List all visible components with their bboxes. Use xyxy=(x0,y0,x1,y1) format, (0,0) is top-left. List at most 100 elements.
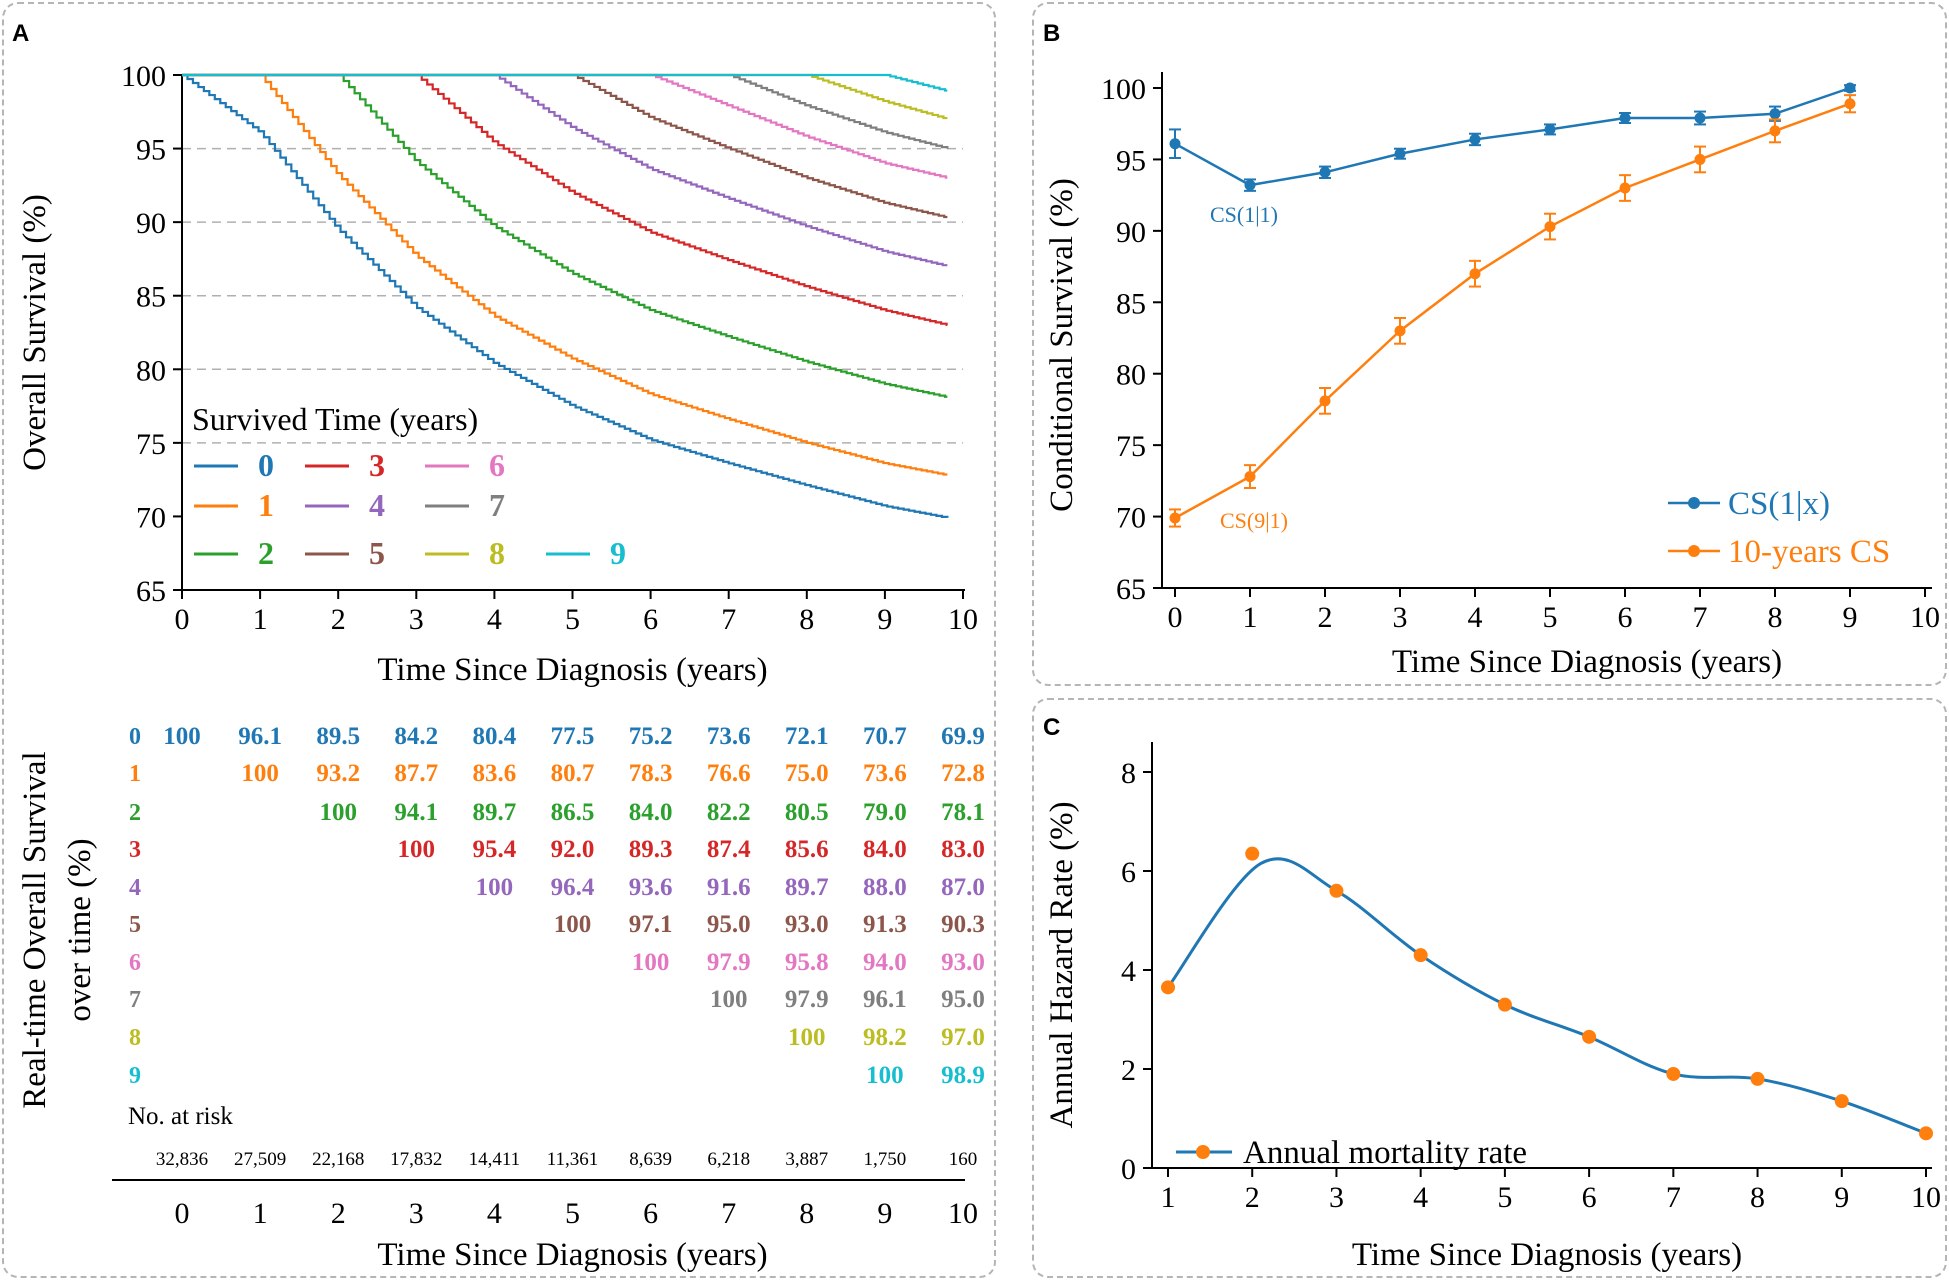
panel-a-frame xyxy=(2,2,996,1278)
km-legend-label-3: 3 xyxy=(369,447,385,483)
table-x-tick-label: 3 xyxy=(409,1197,424,1230)
km-legend-label-7: 7 xyxy=(489,487,505,523)
km-curve-1 xyxy=(182,73,948,476)
km-curve-4 xyxy=(182,73,948,267)
table-row-label-7: 7 xyxy=(129,987,141,1013)
km-curve-2 xyxy=(182,73,948,398)
at-risk-count: 27,509 xyxy=(234,1149,286,1170)
table-cell: 98.9 xyxy=(941,1062,985,1089)
km-x-tick-label: 9 xyxy=(877,603,892,636)
cs-x-tick-label: 10 xyxy=(1910,601,1940,634)
table-cell: 79.0 xyxy=(863,799,907,826)
table-cell: 95.4 xyxy=(473,836,517,863)
km-legend-label-8: 8 xyxy=(489,535,505,571)
table-cell: 75.0 xyxy=(785,760,829,787)
cs-point xyxy=(1769,125,1781,137)
panel-a-label: A xyxy=(12,20,30,47)
table-cell: 100 xyxy=(632,949,670,976)
table-cell: 87.4 xyxy=(707,836,751,863)
table-cell: 100 xyxy=(554,911,592,938)
hz-legend-label: Annual mortality rate xyxy=(1243,1135,1527,1171)
table-cell: 73.6 xyxy=(863,760,907,787)
cs-legend-label-1: CS(1|x) xyxy=(1728,486,1830,522)
at-risk-count: 1,750 xyxy=(864,1149,907,1170)
km-legend-label-9: 9 xyxy=(610,535,626,571)
table-cell: 97.9 xyxy=(785,986,829,1013)
cs-y-tick-label: 70 xyxy=(1116,502,1146,535)
table-cell: 86.5 xyxy=(551,799,595,826)
hz-x-tick-label: 8 xyxy=(1750,1181,1765,1214)
cs-x-tick-label: 2 xyxy=(1318,601,1333,634)
at-risk-count: 160 xyxy=(949,1149,978,1170)
km-legend-label-6: 6 xyxy=(489,447,505,483)
km-curve-0 xyxy=(182,73,949,518)
table-cell: 100 xyxy=(241,760,279,787)
cs-y-tick-label: 95 xyxy=(1116,144,1146,177)
cs-annotation-1: CS(1|1) xyxy=(1210,202,1278,227)
cs-point xyxy=(1844,82,1856,94)
table-cell: 100 xyxy=(710,986,748,1013)
table-cell: 100 xyxy=(866,1062,904,1089)
cs-x-tick-label: 4 xyxy=(1468,601,1483,634)
table-cell: 83.0 xyxy=(941,836,985,863)
cs-y-tick-label: 85 xyxy=(1116,287,1146,320)
hz-point xyxy=(1329,883,1344,898)
cs-annotation-2: CS(9|1) xyxy=(1220,508,1288,533)
table-cell: 100 xyxy=(788,1024,826,1051)
table-cell: 92.0 xyxy=(551,836,595,863)
table-cell: 97.1 xyxy=(629,911,673,938)
cs-legend-label-2: 10-years CS xyxy=(1728,534,1890,570)
panel-c-label: C xyxy=(1043,714,1061,741)
cs-x-axis-title: Time Since Diagnosis (years) xyxy=(1392,644,1782,680)
km-x-tick-label: 7 xyxy=(721,603,736,636)
cs-point xyxy=(1769,108,1781,120)
at-risk-count: 3,887 xyxy=(785,1149,828,1170)
table-cell: 87.0 xyxy=(941,874,985,901)
table-row-label-8: 8 xyxy=(129,1025,141,1051)
at-risk-label: No. at risk xyxy=(128,1103,233,1130)
cs-y-tick-label: 90 xyxy=(1116,216,1146,249)
km-y-tick-label: 80 xyxy=(136,354,166,387)
km-curve-5 xyxy=(182,73,948,219)
table-cell: 96.4 xyxy=(551,874,595,901)
cs-line-0 xyxy=(1174,86,1851,187)
hz-y-tick-label: 0 xyxy=(1121,1153,1136,1186)
table-x-tick-label: 10 xyxy=(948,1197,978,1230)
hz-legend-marker xyxy=(1196,1145,1210,1159)
table-cell: 98.2 xyxy=(863,1024,907,1051)
hz-x-tick-label: 2 xyxy=(1245,1181,1260,1214)
km-x-tick-label: 10 xyxy=(948,603,978,636)
hz-point xyxy=(1919,1126,1933,1141)
hz-point xyxy=(1161,980,1175,995)
km-curve-9 xyxy=(182,73,948,92)
table-cell: 100 xyxy=(476,874,514,901)
hz-point xyxy=(1245,846,1260,861)
cs-x-tick-label: 1 xyxy=(1243,601,1258,634)
table-cell: 84.0 xyxy=(629,799,673,826)
table-cell: 100 xyxy=(398,836,436,863)
table-row-label-6: 6 xyxy=(129,950,141,976)
table-cell: 70.7 xyxy=(863,723,907,750)
table-cell: 76.6 xyxy=(707,760,751,787)
table-cell: 83.6 xyxy=(473,760,517,787)
table-cell: 95.8 xyxy=(785,949,829,976)
table-cell: 84.2 xyxy=(394,723,438,750)
cs-x-tick-label: 5 xyxy=(1543,601,1558,634)
table-cell: 93.6 xyxy=(629,874,673,901)
cs-y-tick-label: 100 xyxy=(1101,73,1146,106)
table-cell: 90.3 xyxy=(941,911,985,938)
table-x-tick-label: 8 xyxy=(799,1197,814,1230)
cs-point xyxy=(1619,112,1631,124)
cs-point xyxy=(1394,148,1406,160)
table-cell: 82.2 xyxy=(707,799,751,826)
cs-point xyxy=(1244,179,1256,191)
table-cell: 89.7 xyxy=(785,874,829,901)
table-row-label-9: 9 xyxy=(129,1063,141,1089)
at-risk-count: 14,411 xyxy=(469,1149,521,1170)
table-cell: 88.0 xyxy=(863,874,907,901)
table-cell: 89.5 xyxy=(316,723,360,750)
hz-x-tick-label: 9 xyxy=(1834,1181,1849,1214)
hz-point xyxy=(1834,1094,1849,1109)
cs-point xyxy=(1169,512,1181,524)
